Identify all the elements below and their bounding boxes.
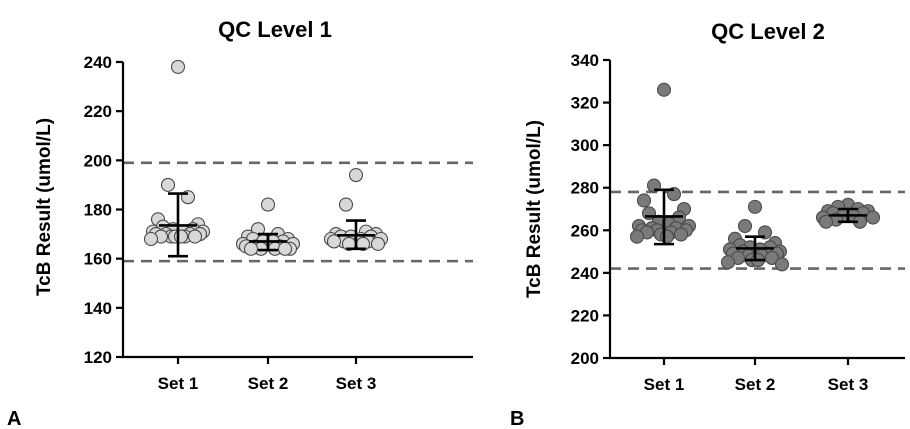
x-tick-label: Set 2 xyxy=(735,375,776,394)
x-tick-label: Set 1 xyxy=(158,374,199,393)
y-tick-label: 240 xyxy=(84,53,112,72)
data-point xyxy=(865,210,881,225)
data-point xyxy=(370,236,386,251)
data-point xyxy=(720,255,736,270)
data-point xyxy=(737,218,753,234)
y-tick-label: 240 xyxy=(571,264,599,283)
y-tick-label: 140 xyxy=(84,299,112,318)
panel-letter: A xyxy=(7,408,21,429)
data-point xyxy=(160,177,176,192)
data-point xyxy=(187,229,203,244)
y-tick-label: 180 xyxy=(84,201,112,220)
data-point xyxy=(673,227,689,242)
y-tick-label: 260 xyxy=(571,221,599,240)
y-tick-label: 200 xyxy=(571,349,599,368)
data-point xyxy=(747,199,763,214)
x-tick-label: Set 3 xyxy=(336,374,377,393)
y-tick-label: 220 xyxy=(84,102,112,121)
data-point xyxy=(277,241,293,256)
data-point xyxy=(338,197,354,212)
data-point xyxy=(326,234,342,249)
y-tick-label: 300 xyxy=(571,136,599,155)
y-tick-label: 220 xyxy=(571,306,599,325)
data-point xyxy=(774,257,790,272)
x-tick-label: Set 2 xyxy=(248,374,289,393)
data-point xyxy=(629,229,645,244)
data-point xyxy=(656,82,672,97)
data-point xyxy=(170,59,186,74)
data-point xyxy=(348,168,364,183)
data-point xyxy=(659,229,675,244)
y-tick-label: 160 xyxy=(84,250,112,269)
data-point xyxy=(243,241,259,256)
x-tick-label: Set 1 xyxy=(644,375,685,394)
y-tick-label: 120 xyxy=(84,348,112,367)
y-tick-label: 200 xyxy=(84,151,112,170)
chart-title: QC Level 1 xyxy=(218,17,332,42)
data-point xyxy=(260,197,276,212)
data-point xyxy=(818,214,834,229)
data-point xyxy=(143,231,159,247)
data-point xyxy=(764,250,780,266)
y-tick-label: 340 xyxy=(571,51,599,70)
x-tick-label: Set 3 xyxy=(828,375,869,394)
data-point xyxy=(173,229,189,244)
y-axis-label: TcB Result (umol/L) xyxy=(34,118,55,296)
chart-title: QC Level 2 xyxy=(711,19,825,44)
panel-qc-level-2: QC Level 2 TcB Result (umol/L) B 200 220 240 2… xyxy=(510,19,905,429)
panel-letter: B xyxy=(510,408,524,429)
y-tick-label: 280 xyxy=(571,179,599,198)
y-axis-label: TcB Result (umol/L) xyxy=(524,120,545,298)
panel-qc-level-1: QC Level 1 TcB Result (umol/L) A 120 140 160 1… xyxy=(7,17,473,429)
data-point xyxy=(636,193,652,208)
y-tick-label: 320 xyxy=(571,94,599,113)
